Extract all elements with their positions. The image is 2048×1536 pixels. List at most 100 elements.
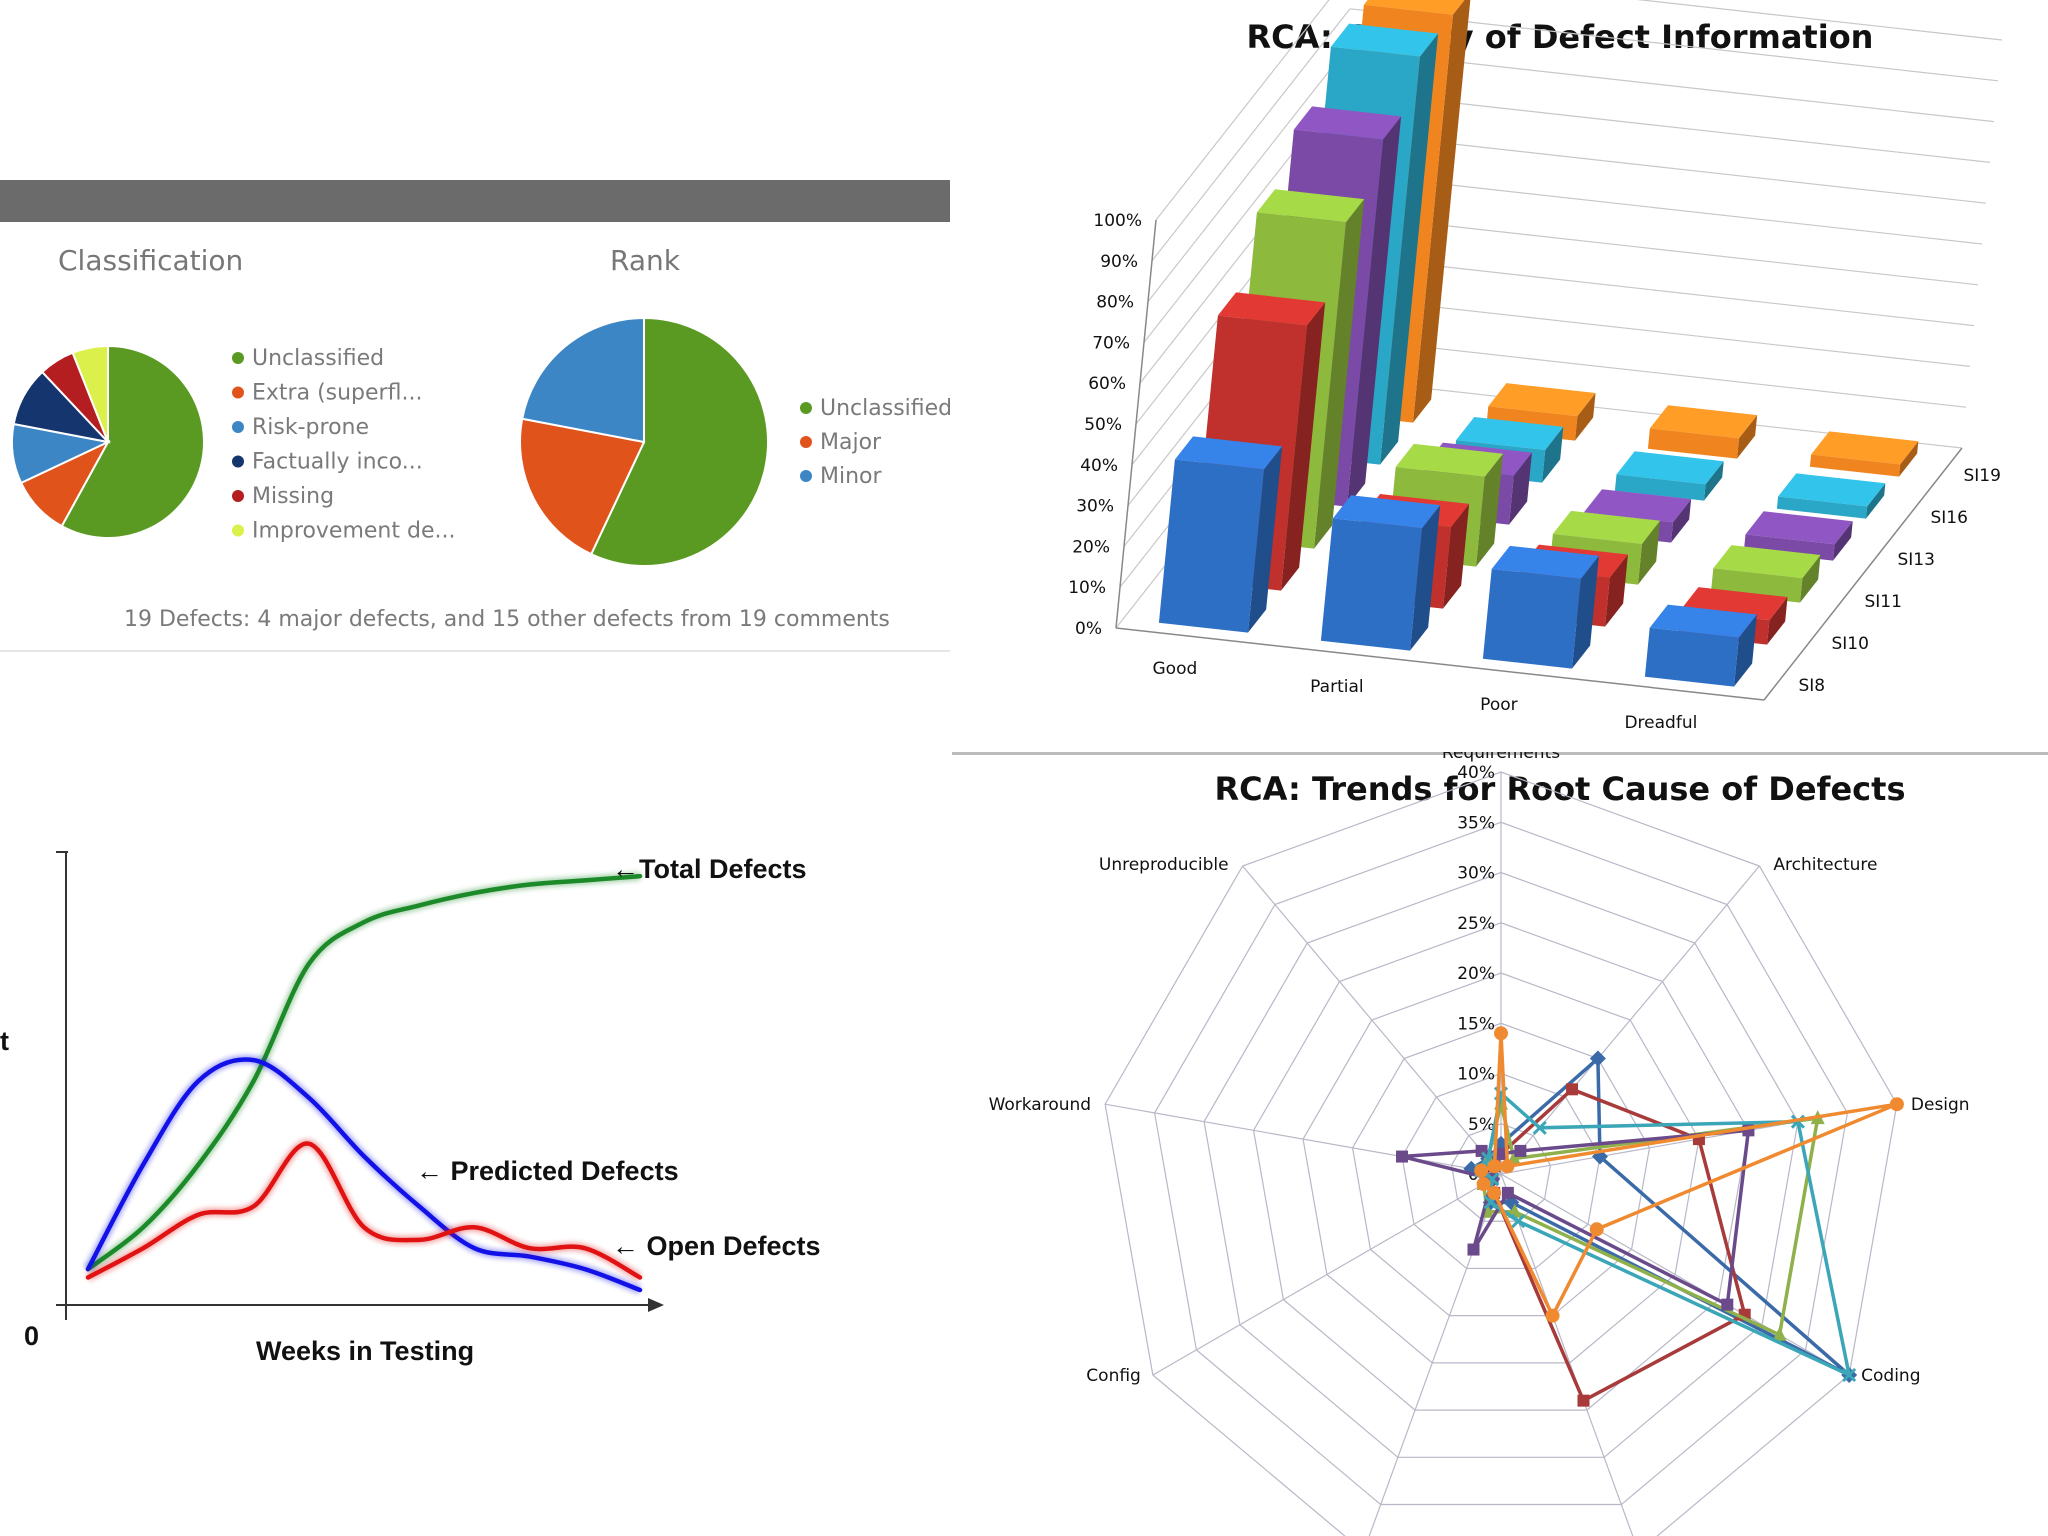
radar-marker (1566, 1083, 1579, 1096)
bar-y-ticks: 0% 10% 20% 30% 40% 50% 60% 70% 80% 90% 100% (1068, 211, 1142, 639)
bar-side-face (1542, 426, 1564, 483)
bar-top-face (1363, 0, 1465, 15)
bar-side-face (1671, 499, 1692, 543)
bar-front-face (1644, 627, 1739, 687)
legend-dot (800, 402, 812, 414)
bar-series-tick: SI10 (1832, 634, 1869, 654)
back-wall-gridline (1636, 0, 2003, 41)
bar-series-tick: SI16 (1931, 508, 1968, 528)
bar-y-axis (1115, 219, 1157, 629)
radar-marker (1396, 1150, 1409, 1163)
defect-curves-svg: 0 t Weeks in Testing ←Total Defects ← Pre… (0, 851, 821, 1366)
radar-series (1396, 1026, 1904, 1407)
legend-dot (800, 470, 812, 482)
bar-y-tick: 40% (1080, 456, 1118, 476)
pie-slice-unclassified (589, 316, 769, 567)
radar-marker (1721, 1298, 1734, 1311)
radar-marker (1889, 1097, 1904, 1112)
radar-series-line (1479, 1033, 1898, 1320)
bar-dreadful-si16 (1776, 473, 1886, 519)
bar-x-ticks: Good Partial Poor Dreadful (1153, 659, 1698, 733)
bar-top-face (1745, 511, 1853, 545)
bar-side-face (1281, 302, 1326, 591)
curve-total-defects (85, 873, 643, 1272)
bar-top-face (1583, 489, 1692, 523)
curve-lines (84, 871, 643, 1295)
bar-top-face (1616, 451, 1724, 485)
radar-ring (1203, 871, 1799, 1458)
bar-x-tick: Poor (1480, 695, 1517, 715)
radar-category-label: Architecture (1773, 855, 1877, 875)
pie-slice-unclassified (60, 344, 205, 539)
bar-y-tick: 60% (1088, 374, 1126, 394)
legend-label: Factually inco... (252, 450, 423, 475)
bar-front-face (1320, 518, 1422, 651)
radar-category-label: Workaround (989, 1095, 1092, 1115)
pie-slice-minor (521, 316, 645, 444)
bar-side-face (1248, 446, 1283, 633)
bar-top-face (1713, 545, 1821, 579)
bar-side-face (1638, 520, 1661, 585)
legend-label: Improvement de... (252, 519, 455, 544)
legend-dot (800, 436, 812, 448)
root-cause-radar-panel: RCA: Trends for Root Cause of Defects Re… (952, 752, 2048, 1536)
radar-marker (1842, 1367, 1857, 1383)
bar-y-tick: 50% (1084, 415, 1122, 435)
radar-category-label: Requirements (1442, 752, 1560, 763)
radar-marker (1577, 1394, 1590, 1407)
bar-side-face (1833, 521, 1853, 561)
header-bar (0, 180, 950, 222)
bar-front-face (1776, 496, 1868, 519)
bar-series-tick: SI19 (1964, 466, 2001, 486)
legend-label: Unclassified (252, 346, 384, 371)
bar-y-tick: 20% (1072, 537, 1110, 557)
bar-good-si8 (1158, 436, 1283, 633)
curve-glow (85, 871, 641, 1273)
curve-label: ← Open Defects (612, 1231, 821, 1261)
radar-r-tick: 20% (1457, 964, 1495, 984)
bars (1158, 0, 1919, 687)
bar-top-face (1552, 510, 1661, 544)
radar-category-label: Unreproducible (1099, 855, 1229, 875)
radar-ring (1351, 1022, 1651, 1317)
radar-spoke (1500, 1173, 1850, 1376)
bar-side-face (1605, 554, 1628, 627)
bar-y-tick: 30% (1076, 497, 1114, 517)
bar-side-face (1767, 597, 1788, 645)
bar-z-axis (1763, 447, 1963, 701)
classification-legend: Unclassified Extra (superfl... Risk-prone F… (232, 346, 455, 544)
bar-side-face (1899, 441, 1919, 477)
radar-series-si19 (1474, 1026, 1904, 1323)
bar-side-face (1575, 393, 1596, 441)
radar-marker (1514, 1144, 1527, 1157)
defect-curves-panel: 0 t Weeks in Testing ←Total Defects ← Pre… (0, 760, 950, 1536)
rank-title: Rank (610, 244, 681, 277)
curve-labels: ←Total Defects ← Predicted Defects ← Open … (416, 854, 821, 1261)
radar-category-labels: RequirementsArchitectureDesignCodingUnkn… (989, 752, 1970, 1386)
classification-pie (11, 344, 205, 539)
legend-dot (232, 352, 244, 364)
bar-front-face (1158, 459, 1264, 633)
side-wall-gridline (1155, 0, 1330, 221)
bar-side-face (1443, 503, 1470, 609)
bar-y-tick: 100% (1093, 211, 1142, 231)
radar-r-ticks: 0%5%10%15%20%25%30%35%40% (1457, 763, 1495, 1185)
bar-front-face (1614, 474, 1706, 501)
radar-spoke (1500, 1173, 1634, 1536)
bar-top-face (1330, 23, 1439, 57)
radar-svg: RCA: Trends for Root Cause of Defects Re… (989, 752, 1970, 1536)
legend-label: Minor (820, 464, 882, 489)
legend-dot (232, 524, 244, 537)
legend-label: Risk-prone (252, 415, 369, 440)
x-axis-label: Weeks in Testing (256, 1336, 474, 1366)
bar-side-face (1800, 555, 1821, 603)
bar-y-tick: 90% (1100, 252, 1138, 272)
bar-y-tick: 80% (1096, 293, 1134, 313)
bar-side-face (1476, 453, 1503, 567)
radar-spoke (1105, 1103, 1502, 1175)
curve-label: ←Total Defects (612, 854, 807, 884)
quality-bar-svg: RCA: Quality of Defect Information 0%10%… (1068, 0, 2003, 733)
bar-x-tick: Partial (1310, 677, 1363, 697)
radar-panel-top-rule (952, 752, 2048, 755)
x-axis-arrow (648, 1298, 664, 1312)
